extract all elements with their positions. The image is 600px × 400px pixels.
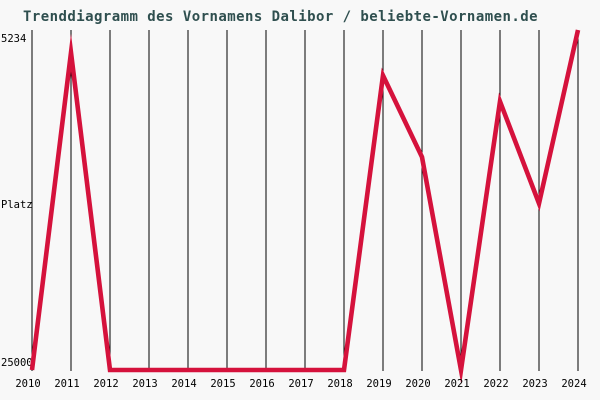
y-axis-top-label: 5234 <box>1 33 27 45</box>
x-tick-label: 2023 <box>522 378 548 390</box>
x-tick-label: 2012 <box>93 378 119 390</box>
trend-line <box>29 29 581 385</box>
x-tick-label: 2010 <box>15 378 41 390</box>
chart-title: Trenddiagramm des Vornamens Dalibor / be… <box>23 9 538 25</box>
x-tick-label: 2015 <box>210 378 236 390</box>
x-tick-label: 2019 <box>366 378 392 390</box>
x-tick-label: 2021 <box>444 378 470 390</box>
x-tick-label: 2016 <box>249 378 275 390</box>
x-tick-label: 2013 <box>132 378 158 390</box>
x-tick-label: 2011 <box>54 378 80 390</box>
x-tick-label: 2020 <box>405 378 431 390</box>
y-axis-bottom-label: 25000 <box>1 357 33 369</box>
x-tick-label: 2014 <box>171 378 197 390</box>
x-tick-label: 2022 <box>483 378 509 390</box>
x-tick-label: 2024 <box>561 378 587 390</box>
x-tick-label: 2018 <box>327 378 353 390</box>
x-tick-label: 2017 <box>288 378 314 390</box>
y-axis-title: Platz <box>1 199 33 211</box>
